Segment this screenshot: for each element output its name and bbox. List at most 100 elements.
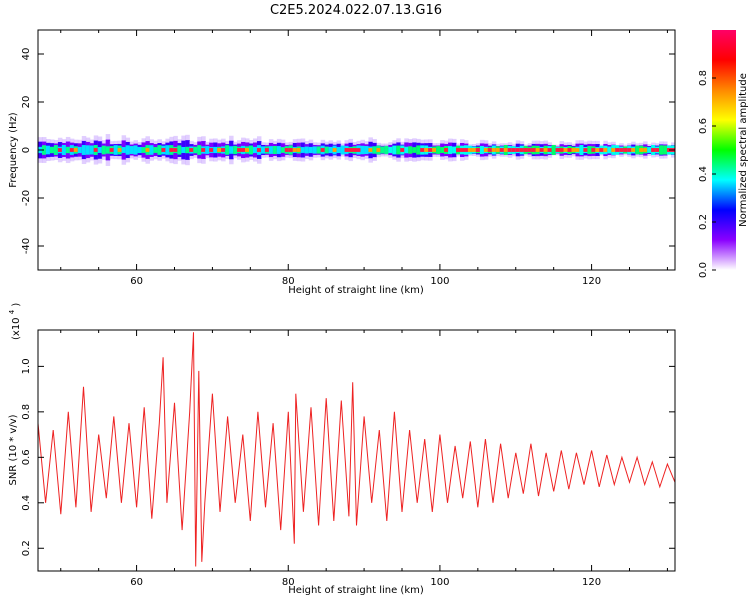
heatmap-cell bbox=[53, 145, 59, 155]
heatmap-cell bbox=[276, 146, 282, 154]
snr-series-line bbox=[38, 332, 675, 567]
heatmap-cell bbox=[141, 147, 146, 153]
heatmap-cell bbox=[225, 145, 230, 155]
heatmap-cell bbox=[352, 148, 357, 152]
heatmap-cell bbox=[603, 148, 608, 152]
snr-y-tick-label: 0.6 bbox=[21, 449, 32, 465]
heatmap-cell bbox=[49, 146, 55, 154]
heatmap-cell bbox=[440, 146, 445, 154]
heatmap-cell bbox=[292, 148, 298, 152]
heatmap-cell bbox=[639, 148, 644, 152]
heatmap-cell bbox=[165, 145, 170, 155]
heatmap-cell bbox=[85, 145, 91, 155]
heatmap-cell bbox=[547, 148, 553, 152]
heatmap-cell bbox=[615, 148, 620, 152]
heatmap-cell bbox=[264, 148, 270, 152]
spectrogram-x-label: Height of straight line (km) bbox=[288, 285, 424, 296]
heatmap-cell bbox=[523, 148, 529, 152]
heatmap-cell bbox=[217, 148, 222, 152]
heatmap-cell bbox=[221, 148, 226, 152]
heatmap-cell bbox=[157, 145, 162, 155]
heatmap-cell bbox=[388, 146, 393, 154]
heatmap-cell bbox=[284, 148, 290, 152]
heatmap-cell bbox=[408, 146, 413, 154]
spectrogram-y-label: Frequency (Hz) bbox=[8, 112, 19, 188]
heatmap-cell bbox=[428, 148, 433, 152]
heatmap-cell bbox=[213, 146, 218, 154]
heatmap-cell bbox=[201, 148, 206, 152]
heatmap-cell bbox=[575, 148, 580, 152]
heatmap-cell bbox=[137, 146, 143, 154]
heatmap-cell bbox=[332, 148, 338, 152]
snr-multiplier-base: (x10 bbox=[11, 317, 22, 340]
colorbar-tick-label: 0.8 bbox=[698, 70, 709, 86]
heatmap-cell bbox=[635, 145, 640, 155]
colorbar-strip bbox=[712, 30, 736, 270]
heatmap-cell bbox=[177, 145, 182, 155]
heatmap-cell bbox=[607, 146, 612, 154]
heatmap-cell bbox=[81, 145, 87, 155]
heatmap-cell bbox=[663, 145, 668, 155]
heatmap-cell bbox=[193, 146, 198, 154]
heatmap-cell bbox=[412, 147, 417, 153]
spectrogram-x-tick-label: 80 bbox=[282, 276, 295, 287]
heatmap-cell bbox=[97, 147, 103, 153]
heatmap-cell bbox=[169, 148, 174, 152]
snr-y-tick-label: 0.8 bbox=[21, 404, 32, 420]
heatmap-cell bbox=[515, 148, 521, 152]
heatmap-cell bbox=[320, 148, 326, 152]
heatmap-cell bbox=[328, 146, 334, 154]
heatmap-cell bbox=[73, 148, 79, 152]
heatmap-cell bbox=[535, 148, 541, 152]
snr-x-tick-label: 120 bbox=[582, 577, 601, 588]
heatmap-cell bbox=[153, 147, 158, 153]
heatmap-cell bbox=[448, 146, 453, 154]
heatmap-cell bbox=[344, 148, 350, 152]
heatmap-cell bbox=[229, 146, 234, 154]
heatmap-cell bbox=[647, 147, 652, 153]
heatmap-cell bbox=[495, 148, 501, 152]
heatmap-cell bbox=[133, 145, 139, 155]
heatmap-cell bbox=[336, 146, 342, 154]
heatmap-cell bbox=[567, 148, 572, 152]
colorbar: 0.0 0.2 0.4 0.6 0.8 Normalized spectral ampl… bbox=[698, 30, 749, 278]
heatmap-cell bbox=[467, 148, 473, 152]
heatmap-cell bbox=[260, 146, 266, 154]
heatmap-cell bbox=[479, 145, 485, 155]
snr-y-label: SNR (10 * v/v) bbox=[8, 414, 19, 485]
heatmap-cell bbox=[316, 146, 322, 154]
heatmap-cell bbox=[507, 148, 513, 152]
heatmap-cell bbox=[491, 148, 497, 152]
heatmap-cell bbox=[531, 148, 537, 152]
heatmap-cell bbox=[475, 148, 481, 152]
heatmap-cell bbox=[65, 146, 71, 154]
heatmap-cell bbox=[655, 148, 660, 152]
heatmap-cell bbox=[173, 148, 178, 152]
heatmap-cell bbox=[356, 148, 361, 152]
heatmap-cell bbox=[61, 144, 67, 156]
heatmap-cell bbox=[241, 148, 246, 152]
heatmap-cell bbox=[583, 148, 588, 152]
heatmap-cell bbox=[209, 148, 214, 152]
heatmap-cell bbox=[312, 146, 318, 154]
heatmap-cell bbox=[460, 148, 465, 152]
snr-y-ticks: 0.2 0.4 0.6 0.8 1.0 bbox=[21, 358, 675, 556]
heatmap-cell bbox=[145, 148, 150, 152]
heatmap-cell bbox=[487, 148, 493, 152]
heatmap-cell bbox=[121, 147, 127, 153]
heatmap-cell bbox=[543, 148, 549, 152]
snr-multiplier-exponent: 4 bbox=[8, 309, 16, 314]
heatmap-cell bbox=[149, 145, 154, 155]
heatmap-cell bbox=[392, 145, 397, 155]
heatmap-cell bbox=[185, 146, 190, 154]
heatmap-cell bbox=[579, 145, 584, 155]
heatmap-cell bbox=[105, 146, 111, 154]
heatmap-cell bbox=[595, 148, 600, 152]
heatmap-cell bbox=[268, 146, 274, 154]
spectrogram-panel: 60 80 100 120 -40 -20 0 20 40 Height of straigh… bbox=[8, 29, 676, 296]
heatmap-cell bbox=[256, 148, 262, 152]
spectrogram-x-tick-label: 60 bbox=[130, 276, 143, 287]
snr-y-tick-label: 0.4 bbox=[21, 495, 32, 511]
heatmap-cell bbox=[591, 148, 596, 152]
